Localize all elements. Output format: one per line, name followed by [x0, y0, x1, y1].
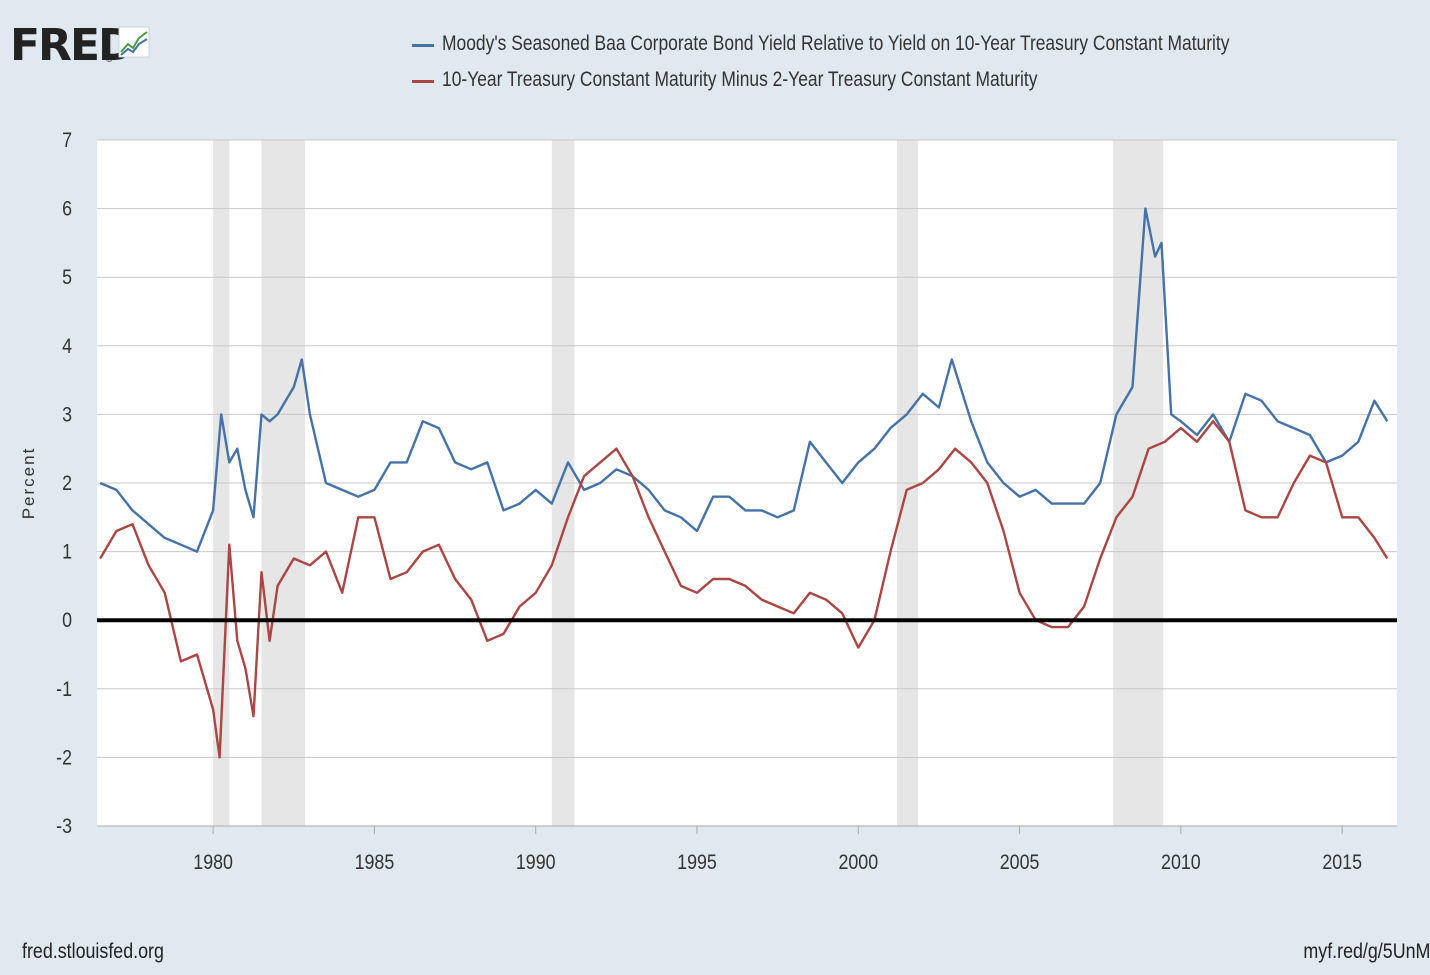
series-line-0 [99, 207, 1389, 553]
y-tick-label-5: 2 [62, 472, 72, 496]
x-tick-label-6: 2010 [1161, 851, 1201, 875]
legend-label-yield-curve: 10-Year Treasury Constant Maturity Minus… [442, 68, 1038, 91]
y-tick-label-4: 1 [62, 540, 72, 564]
y-tick-label-2: -1 [56, 677, 72, 701]
legend-swatch-yield-curve [412, 80, 434, 83]
y-tick-label-0: -3 [56, 815, 72, 839]
x-tick-label-3: 1995 [677, 851, 717, 875]
y-axis-label: Percent [19, 447, 38, 520]
x-tick-label-7: 2015 [1322, 851, 1362, 875]
source-url[interactable]: fred.stlouisfed.org [22, 940, 164, 963]
x-tick-label-5: 2005 [1000, 851, 1040, 875]
registered-mark: ® [106, 54, 113, 64]
brand-name: FRED [10, 20, 135, 71]
x-tick-label-2: 1990 [516, 851, 556, 875]
legend-label-baa-spread: Moody's Seasoned Baa Corporate Bond Yiel… [442, 32, 1230, 55]
legend-swatch-baa-spread [412, 44, 434, 47]
y-tick-label-8: 5 [62, 266, 72, 290]
x-tick-label-0: 1980 [193, 851, 233, 875]
series-line-1 [99, 420, 1389, 759]
x-tick-label-4: 2000 [838, 851, 878, 875]
y-tick-label-7: 4 [62, 334, 72, 358]
x-tick-label-1: 1985 [355, 851, 395, 875]
y-tick-label-10: 7 [62, 129, 72, 153]
y-tick-label-3: 0 [62, 609, 72, 633]
short-link[interactable]: myf.red/g/5UnM [1303, 940, 1430, 963]
fred-logo[interactable]: FRED ® [10, 20, 150, 72]
y-tick-label-1: -2 [56, 746, 72, 770]
line-chart-icon [118, 26, 150, 58]
y-tick-label-6: 3 [62, 403, 72, 427]
y-tick-label-9: 6 [62, 197, 72, 221]
